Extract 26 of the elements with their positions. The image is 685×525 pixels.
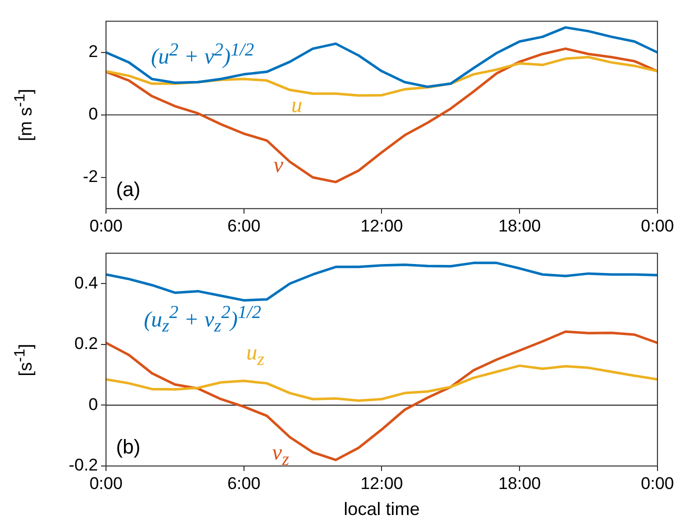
series-label: v	[273, 152, 284, 176]
annotation: (b)	[116, 436, 140, 459]
x-tick-label: 18:00	[498, 216, 541, 236]
y-tick-label: 2	[88, 42, 98, 62]
x-tick-label: 0:00	[640, 216, 674, 236]
series-label: v$_{z}$	[272, 440, 290, 470]
x-axis-title: local time	[344, 499, 420, 520]
y-tick-label: 0.2	[74, 334, 98, 354]
x-tick-label: 18:00	[498, 474, 541, 493]
y-tick-label: 0.4	[74, 273, 98, 292]
series-label: u$_{z}$	[246, 340, 264, 369]
x-tick-label: 0:00	[89, 474, 123, 493]
series-label: (u$^{2}$ + v$^{2}$)$^{1/2}$	[150, 39, 254, 69]
series-label: (u$_{z}$$^{2}$ + v$_{z}$$^{2}$)$^{1/2}$	[144, 302, 262, 336]
y-tick-label: 0	[88, 394, 98, 414]
annotation: (a)	[116, 179, 140, 202]
y-tick-label: -0.2	[68, 456, 98, 475]
x-tick-label: 0:00	[89, 216, 123, 236]
x-tick-label: 12:00	[360, 474, 403, 493]
x-tick-label: 0:00	[640, 474, 674, 493]
y-tick-label: -2	[82, 167, 98, 186]
x-tick-label: 6:00	[227, 216, 260, 236]
x-tick-label: 6:00	[227, 474, 260, 493]
series-label: u	[291, 92, 302, 117]
y-tick-label: 0	[88, 104, 98, 124]
x-tick-label: 12:00	[360, 216, 403, 236]
